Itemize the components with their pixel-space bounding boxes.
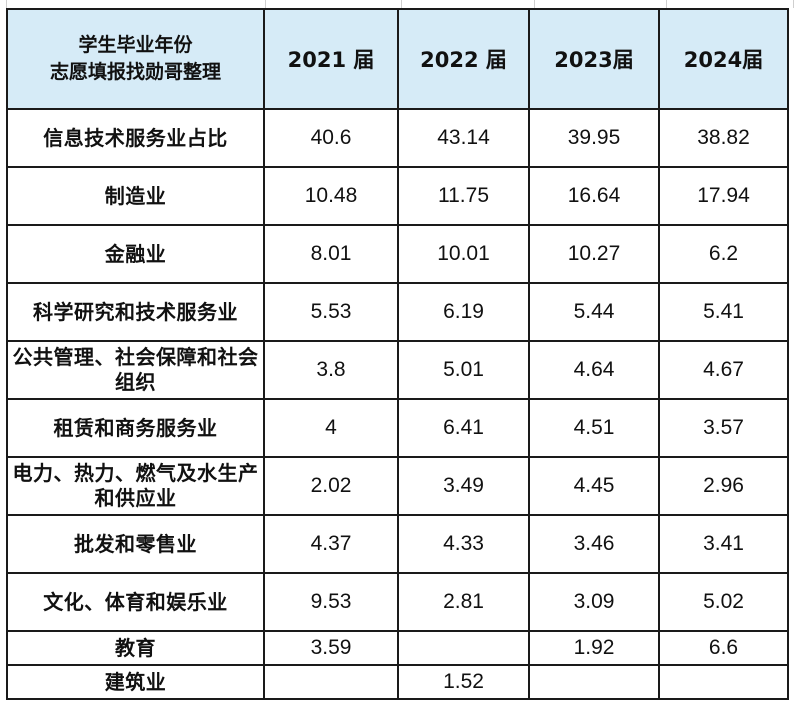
table-row: 文化、体育和娱乐业 9.53 2.81 3.09 5.02 xyxy=(6,572,789,632)
cell-value[interactable]: 9.53 xyxy=(263,572,399,632)
corner-line-2: 志愿填报找勋哥整理 xyxy=(49,61,221,83)
cell-value[interactable]: 3.57 xyxy=(658,398,789,458)
cell-value[interactable]: 3.09 xyxy=(528,572,660,632)
table-row: 信息技术服务业占比 40.6 43.14 39.95 38.82 xyxy=(6,108,789,168)
row-label[interactable]: 文化、体育和娱乐业 xyxy=(6,572,265,632)
cell-value[interactable]: 6.19 xyxy=(397,282,530,342)
row-label[interactable]: 信息技术服务业占比 xyxy=(6,108,265,168)
cell-value[interactable]: 17.94 xyxy=(658,166,789,226)
row-label[interactable]: 租赁和商务服务业 xyxy=(6,398,265,458)
cell-value[interactable]: 8.01 xyxy=(263,224,399,284)
cell-value[interactable]: 1.52 xyxy=(397,664,530,700)
cell-value[interactable]: 2.02 xyxy=(263,456,399,516)
cell-value[interactable]: 10.48 xyxy=(263,166,399,226)
row-label[interactable]: 金融业 xyxy=(6,224,265,284)
row-label[interactable]: 科学研究和技术服务业 xyxy=(6,282,265,342)
cell-value[interactable]: 3.46 xyxy=(528,514,660,574)
cell-value[interactable]: 16.64 xyxy=(528,166,660,226)
cell-value[interactable]: 3.59 xyxy=(263,630,399,666)
cell-value[interactable]: 2.81 xyxy=(397,572,530,632)
cell-value[interactable]: 5.44 xyxy=(528,282,660,342)
header-year-2022[interactable]: 2022 届 xyxy=(397,8,530,110)
column-grid-ticks xyxy=(0,0,798,8)
header-row: 学生毕业年份 志愿填报找勋哥整理 2021 届 2022 届 2023届 202… xyxy=(6,8,789,110)
cell-value[interactable]: 3.41 xyxy=(658,514,789,574)
cell-value[interactable]: 5.02 xyxy=(658,572,789,632)
industry-share-table: 学生毕业年份 志愿填报找勋哥整理 2021 届 2022 届 2023届 202… xyxy=(6,8,789,700)
header-corner-cell[interactable]: 学生毕业年份 志愿填报找勋哥整理 xyxy=(6,8,265,110)
table-row: 电力、热力、燃气及水生产和供应业 2.02 3.49 4.45 2.96 xyxy=(6,456,789,516)
row-label[interactable]: 建筑业 xyxy=(6,664,265,700)
row-label[interactable]: 教育 xyxy=(6,630,265,666)
cell-value[interactable] xyxy=(263,664,399,700)
cell-value[interactable]: 5.53 xyxy=(263,282,399,342)
cell-value[interactable]: 43.14 xyxy=(397,108,530,168)
table-row: 制造业 10.48 11.75 16.64 17.94 xyxy=(6,166,789,226)
row-label[interactable]: 公共管理、社会保障和社会组织 xyxy=(6,340,265,400)
cell-value[interactable] xyxy=(528,664,660,700)
table-row: 租赁和商务服务业 4 6.41 4.51 3.57 xyxy=(6,398,789,458)
cell-value[interactable]: 4 xyxy=(263,398,399,458)
table-row: 金融业 8.01 10.01 10.27 6.2 xyxy=(6,224,789,284)
table-row: 教育 3.59 1.92 6.6 xyxy=(6,630,789,666)
cell-value[interactable]: 38.82 xyxy=(658,108,789,168)
cell-value[interactable]: 4.45 xyxy=(528,456,660,516)
cell-value[interactable]: 39.95 xyxy=(528,108,660,168)
cell-value[interactable]: 5.41 xyxy=(658,282,789,342)
header-year-2023[interactable]: 2023届 xyxy=(528,8,660,110)
cell-value[interactable]: 5.01 xyxy=(397,340,530,400)
row-label[interactable]: 电力、热力、燃气及水生产和供应业 xyxy=(6,456,265,516)
cell-value[interactable]: 1.92 xyxy=(528,630,660,666)
cell-value[interactable] xyxy=(397,630,530,666)
cell-value[interactable] xyxy=(658,664,789,700)
corner-line-1: 学生毕业年份 xyxy=(78,34,193,56)
cell-value[interactable]: 2.96 xyxy=(658,456,789,516)
cell-value[interactable]: 4.33 xyxy=(397,514,530,574)
cell-value[interactable]: 40.6 xyxy=(263,108,399,168)
cell-value[interactable]: 3.49 xyxy=(397,456,530,516)
table-row: 科学研究和技术服务业 5.53 6.19 5.44 5.41 xyxy=(6,282,789,342)
cell-value[interactable]: 6.41 xyxy=(397,398,530,458)
cell-value[interactable]: 6.6 xyxy=(658,630,789,666)
cell-value[interactable]: 10.01 xyxy=(397,224,530,284)
cell-value[interactable]: 6.2 xyxy=(658,224,789,284)
cell-value[interactable]: 11.75 xyxy=(397,166,530,226)
table-row: 公共管理、社会保障和社会组织 3.8 5.01 4.64 4.67 xyxy=(6,340,789,400)
table-row: 批发和零售业 4.37 4.33 3.46 3.41 xyxy=(6,514,789,574)
cell-value[interactable]: 4.67 xyxy=(658,340,789,400)
table-row: 建筑业 1.52 xyxy=(6,664,789,700)
cell-value[interactable]: 3.8 xyxy=(263,340,399,400)
header-year-2021[interactable]: 2021 届 xyxy=(263,8,399,110)
cell-value[interactable]: 10.27 xyxy=(528,224,660,284)
row-label[interactable]: 批发和零售业 xyxy=(6,514,265,574)
cell-value[interactable]: 4.64 xyxy=(528,340,660,400)
cell-value[interactable]: 4.51 xyxy=(528,398,660,458)
row-label[interactable]: 制造业 xyxy=(6,166,265,226)
header-year-2024[interactable]: 2024届 xyxy=(658,8,789,110)
cell-value[interactable]: 4.37 xyxy=(263,514,399,574)
